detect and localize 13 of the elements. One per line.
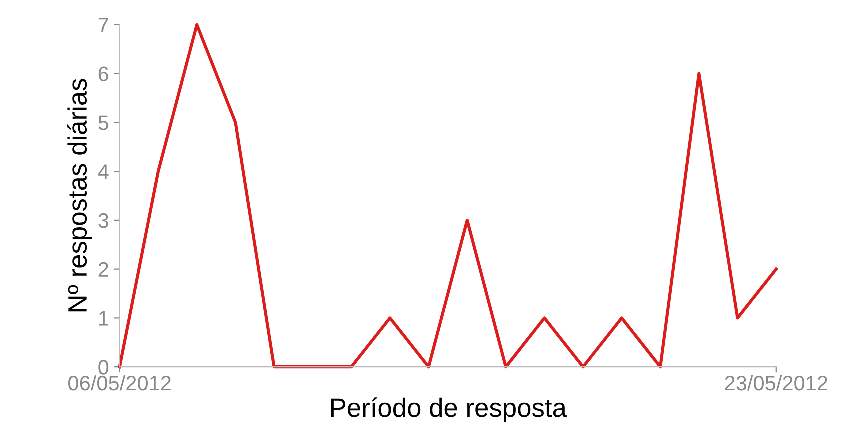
- y-tick-label: 6: [98, 66, 109, 82]
- y-tick-label: 2: [98, 262, 108, 277]
- y-tick-label: 7: [98, 18, 108, 32]
- y-axis-title: Nº respostas diárias: [67, 79, 92, 312]
- y-tick-label: 1: [99, 311, 108, 326]
- y-tick-label: 3: [98, 213, 109, 228]
- y-tick-label: 5: [98, 116, 109, 130]
- y-tick-label: 4: [98, 164, 109, 180]
- y-tick-label: 0: [98, 360, 109, 375]
- x-tick-label: 06/05/2012: [68, 375, 171, 391]
- x-axis-title: Período de resposta: [331, 398, 567, 423]
- line-series: [118, 23, 778, 369]
- x-tick-label: 23/05/2012: [725, 375, 828, 391]
